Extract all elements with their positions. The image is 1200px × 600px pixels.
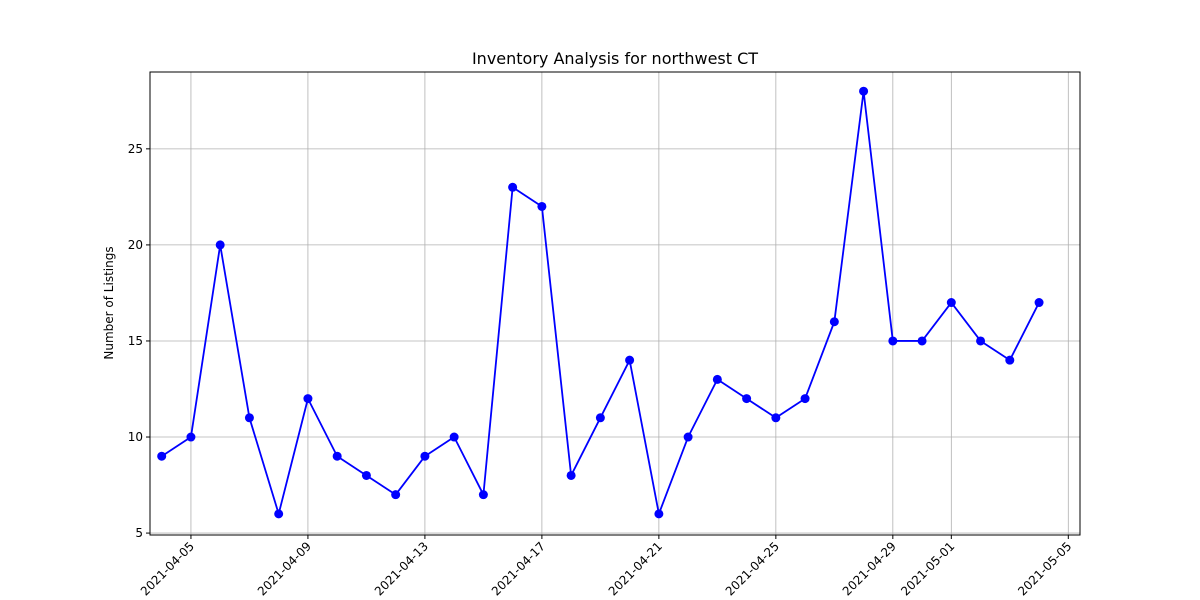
x-tick-label: 2021-05-01 — [898, 539, 957, 598]
data-point — [654, 509, 664, 519]
data-point — [888, 336, 898, 346]
chart-title: Inventory Analysis for northwest CT — [472, 49, 758, 68]
y-tick-label: 20 — [128, 238, 143, 252]
x-tick-label: 2021-04-21 — [606, 539, 665, 598]
data-point — [595, 413, 605, 423]
x-tick-label: 2021-04-25 — [723, 539, 782, 598]
data-point — [771, 413, 781, 423]
data-point — [274, 509, 284, 519]
data-point — [186, 432, 196, 442]
data-point — [537, 201, 547, 211]
x-tick-label: 2021-04-29 — [840, 539, 899, 598]
data-point — [742, 394, 752, 404]
y-tick-label: 15 — [128, 334, 143, 348]
x-tick-label: 2021-04-17 — [489, 539, 548, 598]
y-tick-label: 5 — [135, 526, 143, 540]
data-point — [829, 317, 839, 327]
data-point — [332, 451, 342, 461]
x-tick-label: 2021-04-05 — [138, 539, 197, 598]
data-point — [303, 394, 313, 404]
data-point — [859, 86, 869, 96]
data-point — [946, 298, 956, 308]
y-tick-label: 10 — [128, 430, 143, 444]
data-point — [157, 451, 167, 461]
y-tick-label: 25 — [128, 142, 143, 156]
series — [157, 86, 1044, 519]
plot-area — [150, 72, 1080, 535]
data-point — [449, 432, 459, 442]
data-point — [683, 432, 693, 442]
y-axis: 5 10 15 20 25 — [128, 142, 150, 540]
x-tick-label: 2021-04-13 — [372, 539, 431, 598]
data-point — [800, 394, 810, 404]
x-axis: 2021-04-05 2021-04-09 2021-04-13 2021-04-17… — [138, 535, 1074, 598]
grid — [150, 72, 1080, 535]
data-point — [976, 336, 986, 346]
data-point — [508, 182, 518, 192]
data-point — [391, 490, 401, 500]
x-tick-label: 2021-05-05 — [1015, 539, 1074, 598]
data-point — [566, 470, 576, 480]
data-point — [215, 240, 225, 250]
data-point — [1034, 298, 1044, 308]
data-point — [1005, 355, 1015, 365]
data-point — [712, 374, 722, 384]
data-point — [361, 470, 371, 480]
y-axis-label: Number of Listings — [102, 246, 116, 359]
data-point — [420, 451, 430, 461]
data-point — [244, 413, 254, 423]
data-point — [625, 355, 635, 365]
plot-frame — [149, 71, 1081, 536]
data-point — [478, 490, 488, 500]
x-tick-label: 2021-04-09 — [255, 539, 314, 598]
data-point — [917, 336, 927, 346]
